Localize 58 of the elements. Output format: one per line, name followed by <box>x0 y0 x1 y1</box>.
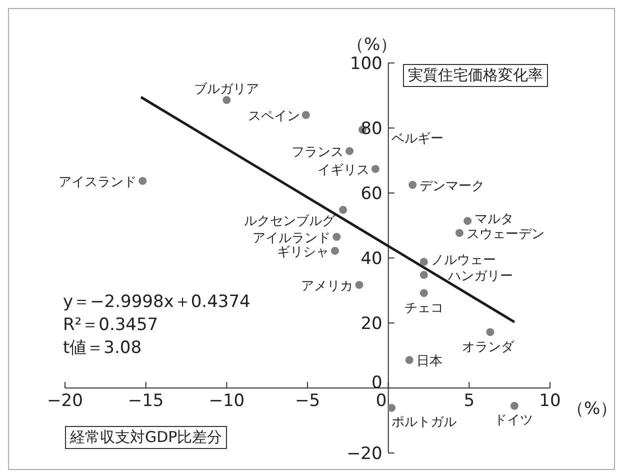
series-label: マルタ <box>474 212 514 227</box>
point <box>138 176 147 185</box>
series-label: 日本 <box>416 354 442 370</box>
series-label: アイルランド <box>252 230 331 246</box>
series-label: ドイツ <box>494 412 533 428</box>
y-tick-label: 60 <box>360 184 382 204</box>
series-label: デンマーク <box>420 178 485 194</box>
annotation: R²＝0.3457 <box>63 314 158 336</box>
series-label: ベルギー <box>391 132 444 147</box>
point <box>486 328 494 336</box>
series-label: ノルウェー <box>430 252 496 268</box>
text: （%） <box>347 34 398 56</box>
point <box>346 147 354 156</box>
series-label: フランス <box>292 145 344 160</box>
annotation: y＝−2.9998x＋0.4374 <box>63 291 250 313</box>
text: （%） <box>567 398 618 420</box>
x-tick-label: 5 <box>464 391 475 411</box>
series-label: オランダ <box>462 340 516 356</box>
x-tick-label: −5 <box>294 391 320 411</box>
series-label: ルクセンブルグ <box>244 214 336 229</box>
point <box>420 258 428 266</box>
series-label: スペイン <box>248 109 300 124</box>
y-tick-label: 40 <box>360 249 382 269</box>
x-tick-label: −20 <box>47 391 83 411</box>
y-tick-label: 20 <box>360 314 382 334</box>
point <box>455 228 464 237</box>
point <box>510 402 518 410</box>
point <box>464 216 472 225</box>
point <box>405 356 414 364</box>
point <box>355 280 364 289</box>
series-label: ギリシャ <box>276 244 329 260</box>
series-label: イギリス <box>317 162 370 178</box>
series-label: チェコ <box>404 301 444 316</box>
point <box>371 164 380 173</box>
point <box>420 270 428 279</box>
y-axis-title: 実質住宅価格変化率 <box>403 64 548 87</box>
x-tick-label: 10 <box>539 391 561 411</box>
series-label: ポルトガル <box>392 414 457 430</box>
point <box>222 96 231 104</box>
point <box>388 404 396 412</box>
point <box>420 289 428 298</box>
x-tick-label: −15 <box>128 391 164 411</box>
series-label: スウェーデン <box>466 226 544 242</box>
series-label: アイスランド <box>58 174 137 190</box>
x-axis-title: 経常収支対GDP比差分 <box>65 426 228 449</box>
point <box>332 232 341 241</box>
series-label: ハンガリー <box>446 268 513 284</box>
point <box>339 206 348 214</box>
y-tick-label: 80 <box>360 119 382 139</box>
x-tick-label: −10 <box>208 391 245 411</box>
series-label: アメリカ <box>301 278 354 294</box>
point <box>408 180 417 189</box>
point <box>302 111 310 119</box>
annotation: t値＝3.08 <box>63 337 142 359</box>
y-tick-label: −20 <box>346 444 382 464</box>
point <box>330 246 339 255</box>
series-label: ブルガリア <box>194 82 260 98</box>
y-tick-label: 100 <box>350 54 382 74</box>
